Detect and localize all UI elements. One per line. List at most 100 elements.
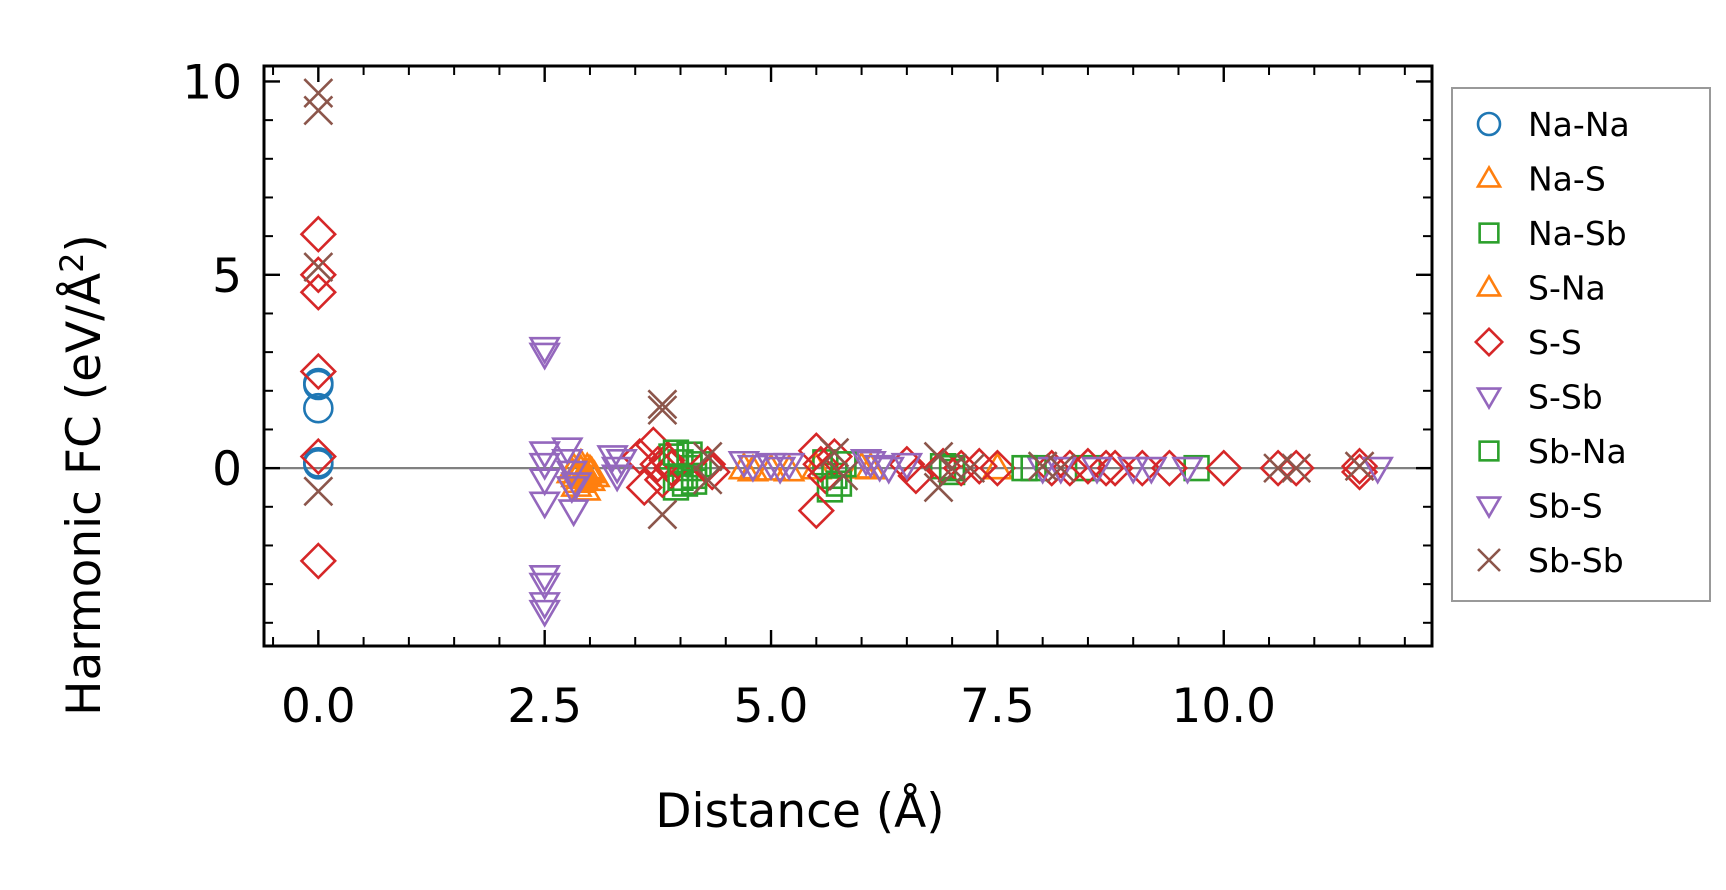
data-point-s-s-37 xyxy=(1340,447,1379,485)
legend-marker-na-s xyxy=(1475,164,1503,188)
data-point-sb-sb-12 xyxy=(923,472,954,503)
data-point-sb-na-0 xyxy=(662,439,690,466)
data-point-s-s-27 xyxy=(1051,449,1089,487)
data-point-sb-na-6 xyxy=(938,454,966,482)
data-point-s-s-19 xyxy=(815,437,854,476)
data-point-s-sb-5 xyxy=(528,491,561,520)
data-point-sb-sb-11 xyxy=(923,441,954,472)
data-point-s-s-24 xyxy=(960,447,998,485)
legend-marker-na-na xyxy=(1476,111,1502,137)
data-point-s-s-2 xyxy=(299,273,337,311)
data-point-s-sb-13 xyxy=(560,472,593,501)
data-point-s-sb-0 xyxy=(528,336,561,365)
legend-label-s-na: S-Na xyxy=(1528,269,1606,308)
data-point-s-s-32 xyxy=(1150,449,1189,487)
data-point-s-s-33 xyxy=(1205,449,1243,487)
data-point-s-s-30 xyxy=(1096,449,1134,487)
data-point-s-s-29 xyxy=(1087,449,1125,487)
data-point-sb-s-3 xyxy=(605,449,638,477)
data-point-s-s-0 xyxy=(299,215,337,253)
data-point-s-s-5 xyxy=(299,542,337,580)
data-point-sb-sb-14 xyxy=(955,453,986,484)
legend-marker-s-sb xyxy=(1475,387,1503,411)
data-point-sb-sb-4 xyxy=(647,389,678,420)
legend-label-na-na: Na-Na xyxy=(1528,105,1630,144)
data-point-s-s-10 xyxy=(643,461,682,499)
y-axis-label-close: ) xyxy=(57,234,112,252)
x-axis-label: Distance (Å) xyxy=(655,784,944,839)
data-point-sb-sb-9 xyxy=(819,437,850,468)
x-tick-label: 10.0 xyxy=(1171,679,1276,734)
data-point-s-sb-6 xyxy=(528,565,561,593)
legend: Na-Na Na-S Na-Sb S-Na S-S S-Sb Sb-Na Sb-S Sb-Sb xyxy=(1451,87,1711,602)
data-point-s-sb-18 xyxy=(754,452,788,481)
data-point-sb-sb-6 xyxy=(647,499,678,530)
data-point-sb-sb-18 xyxy=(1281,453,1312,484)
legend-label-sb-na: Sb-Na xyxy=(1528,432,1627,471)
data-point-s-sb-7 xyxy=(528,572,561,601)
data-point-s-sb-17 xyxy=(736,454,770,483)
data-point-s-sb-1 xyxy=(528,342,561,371)
data-point-s-s-4 xyxy=(299,437,337,476)
legend-marker-na-sb xyxy=(1478,222,1500,244)
data-point-sb-s-9 xyxy=(1044,456,1078,485)
data-point-na-na-1 xyxy=(303,369,334,401)
legend-label-na-s: Na-S xyxy=(1528,160,1606,199)
data-point-s-sb-22 xyxy=(1080,456,1114,485)
data-point-s-s-12 xyxy=(652,449,691,487)
data-point-s-sb-24 xyxy=(1361,456,1394,485)
data-point-sb-s-5 xyxy=(772,452,806,481)
data-point-sb-sb-16 xyxy=(1045,453,1076,484)
data-point-sb-sb-7 xyxy=(692,441,723,472)
data-point-s-sb-8 xyxy=(528,592,561,621)
y-axis-label: Harmonic FC (eV/Å2) xyxy=(53,234,112,716)
data-point-s-sb-3 xyxy=(528,452,561,481)
data-point-s-s-25 xyxy=(978,449,1017,487)
y-tick-label: 5 xyxy=(212,249,242,304)
data-point-sb-s-10 xyxy=(1135,456,1168,485)
data-point-s-s-8 xyxy=(634,426,672,464)
data-point-s-sb-4 xyxy=(528,468,561,497)
data-point-s-s-9 xyxy=(639,445,677,483)
data-point-na-sb-8 xyxy=(816,476,844,503)
legend-label-sb-sb: Sb-Sb xyxy=(1528,541,1624,580)
legend-marker-s-na xyxy=(1475,273,1503,297)
data-point-sb-sb-3 xyxy=(303,476,334,507)
x-tick-label: 0.0 xyxy=(281,679,356,734)
y-tick-label: 10 xyxy=(182,55,242,110)
data-point-s-sb-12 xyxy=(557,499,590,528)
data-point-na-na-2 xyxy=(303,392,334,424)
legend-marker-sb-sb xyxy=(1477,548,1501,572)
y-axis-label-main: Harmonic FC (eV/Å xyxy=(57,273,112,716)
legend-marker-sb-s xyxy=(1475,496,1503,520)
data-point-sb-s-0 xyxy=(551,449,584,477)
data-point-s-sb-20 xyxy=(863,454,896,483)
data-point-s-s-28 xyxy=(1069,447,1107,485)
data-point-sb-s-4 xyxy=(763,456,797,485)
data-point-sb-sb-1 xyxy=(303,95,334,126)
legend-marker-s-s xyxy=(1473,326,1505,358)
legend-box xyxy=(1451,87,1711,602)
data-point-sb-s-6 xyxy=(849,449,883,477)
data-point-sb-sb-0 xyxy=(303,78,334,108)
legend-marker-sb-na xyxy=(1478,440,1500,462)
legend-label-na-sb: Na-Sb xyxy=(1528,214,1627,253)
data-point-sb-sb-10 xyxy=(828,460,859,491)
data-point-sb-na-2 xyxy=(676,441,703,468)
data-point-s-s-1 xyxy=(299,256,337,294)
data-point-s-s-7 xyxy=(625,468,663,507)
data-point-sb-sb-19 xyxy=(1344,451,1375,482)
data-point-s-s-16 xyxy=(797,492,835,530)
data-point-sb-sb-5 xyxy=(647,395,678,426)
data-point-sb-s-8 xyxy=(890,452,924,481)
data-point-na-s-14 xyxy=(981,451,1014,480)
data-point-sb-s-11 xyxy=(1171,456,1204,485)
data-point-sb-s-7 xyxy=(872,456,906,485)
legend-label-s-s: S-S xyxy=(1528,323,1582,362)
data-point-s-sb-9 xyxy=(528,599,561,628)
y-axis-label-superscript: 2 xyxy=(53,252,91,272)
data-point-s-s-31 xyxy=(1123,449,1161,487)
legend-label-s-sb: S-Sb xyxy=(1528,378,1603,417)
data-point-sb-sb-8 xyxy=(692,464,723,495)
